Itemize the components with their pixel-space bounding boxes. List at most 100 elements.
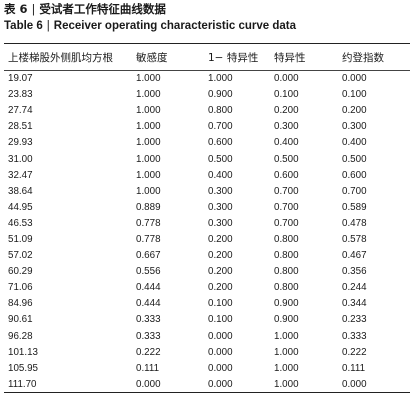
cell-specificity: 0.500 [274, 153, 299, 165]
caption-zh-title: 受试者工作特征曲线数据 [39, 2, 166, 16]
cell-rms: 105.95 [8, 362, 38, 374]
cell-rms: 84.96 [8, 298, 33, 310]
cell-one-minus-specificity: 0.000 [204, 376, 270, 393]
cell-youden-index: 0.100 [342, 89, 367, 101]
cell-youden-index: 0.400 [342, 137, 367, 149]
cell-one-minus-specificity: 0.000 [208, 362, 233, 374]
table-row: 29.93 1.000 0.600 0.400 0.400 [4, 135, 410, 151]
table-row: 46.53 0.778 0.300 0.700 0.478 [4, 215, 410, 231]
cell-youden-index: 0.222 [342, 346, 367, 358]
cell-sensitivity: 1.000 [136, 153, 161, 165]
cell-one-minus-specificity: 0.200 [208, 266, 233, 278]
table-row: 105.95 0.111 0.000 1.000 0.111 [4, 360, 410, 376]
table-row: 27.74 1.000 0.800 0.200 0.200 [4, 103, 410, 119]
table-row: 38.64 1.000 0.300 0.700 0.700 [4, 183, 410, 199]
cell-sensitivity: 0.667 [136, 250, 161, 262]
header-rms: 上楼梯股外侧肌均方根 [4, 43, 132, 71]
cell-youden-index: 0.300 [342, 121, 367, 133]
cell-youden-index: 0.467 [342, 250, 367, 262]
cell-specificity: 0.700 [274, 217, 299, 229]
cell-one-minus-specificity: 1.000 [208, 73, 233, 85]
cell-specificity: 0.800 [274, 282, 299, 294]
cell-youden-index: 0.589 [342, 201, 367, 213]
cell-one-minus-specificity: 0.600 [208, 137, 233, 149]
table-row: 84.96 0.444 0.100 0.900 0.344 [4, 296, 410, 312]
cell-specificity: 0.900 [274, 314, 299, 326]
cell-rms: 71.06 [8, 282, 33, 294]
table-header-row: 上楼梯股外侧肌均方根 敏感度 1− 特异性 特异性 约登指数 [4, 43, 410, 71]
cell-specificity: 1.000 [274, 330, 299, 342]
cell-specificity: 0.900 [274, 298, 299, 310]
cell-specificity: 0.600 [274, 169, 299, 181]
cell-rms: 23.83 [8, 89, 33, 101]
header-specificity: 特异性 [270, 43, 338, 71]
header-one-minus-specificity: 1− 特异性 [204, 43, 270, 71]
cell-sensitivity: 1.000 [136, 169, 161, 181]
cell-specificity: 1.000 [274, 346, 299, 358]
cell-sensitivity: 0.444 [136, 298, 161, 310]
cell-rms: 19.07 [8, 73, 33, 85]
cell-one-minus-specificity: 0.000 [208, 330, 233, 342]
table-row: 51.09 0.778 0.200 0.800 0.578 [4, 231, 410, 247]
cell-one-minus-specificity: 0.100 [208, 314, 233, 326]
cell-one-minus-specificity: 0.200 [208, 282, 233, 294]
cell-specificity: 0.100 [274, 89, 299, 101]
cell-rms: 44.95 [8, 201, 33, 213]
cell-specificity: 0.200 [274, 105, 299, 117]
cell-specificity: 0.800 [274, 250, 299, 262]
cell-rms: 60.29 [8, 266, 33, 278]
cell-specificity: 0.800 [274, 266, 299, 278]
cell-rms: 90.61 [8, 314, 33, 326]
table-body: 19.07 1.000 1.000 0.000 0.000 23.83 1.000 0.900… [4, 71, 410, 393]
cell-youden-index: 0.344 [342, 298, 367, 310]
cell-rms: 96.28 [8, 330, 33, 342]
cell-one-minus-specificity: 0.300 [208, 185, 233, 197]
caption-english: Table 6 | Receiver operating characteristi… [4, 19, 410, 34]
cell-rms: 57.02 [8, 250, 33, 262]
header-sensitivity: 敏感度 [132, 43, 204, 71]
cell-specificity: 0.700 [274, 185, 299, 197]
cell-sensitivity: 0.889 [136, 201, 161, 213]
cell-rms: 27.74 [8, 105, 33, 117]
cell-youden-index: 0.111 [342, 362, 366, 374]
cell-specificity: 0.000 [274, 73, 299, 85]
cell-one-minus-specificity: 0.400 [208, 169, 233, 181]
cell-sensitivity: 0.222 [136, 346, 161, 358]
cell-one-minus-specificity: 0.500 [208, 153, 233, 165]
cell-youden-index: 0.700 [342, 185, 367, 197]
cell-sensitivity: 0.333 [136, 330, 161, 342]
cell-one-minus-specificity: 0.100 [208, 298, 233, 310]
caption-separator: | [46, 20, 50, 32]
table-row: 28.51 1.000 0.700 0.300 0.300 [4, 119, 410, 135]
cell-sensitivity: 1.000 [136, 89, 161, 101]
cell-rms: 38.64 [8, 185, 33, 197]
cell-one-minus-specificity: 0.200 [208, 233, 233, 245]
cell-one-minus-specificity: 0.900 [208, 89, 233, 101]
cell-sensitivity: 0.778 [136, 233, 161, 245]
caption-separator: | [31, 2, 36, 16]
cell-specificity: 0.700 [274, 201, 299, 213]
table-row: 71.06 0.444 0.200 0.800 0.244 [4, 280, 410, 296]
cell-youden-index: 0.578 [342, 233, 367, 245]
cell-rms: 46.53 [8, 217, 33, 229]
table-row: 44.95 0.889 0.300 0.700 0.589 [4, 199, 410, 215]
cell-one-minus-specificity: 0.300 [208, 201, 233, 213]
table-row: 31.00 1.000 0.500 0.500 0.500 [4, 151, 410, 167]
table-row: 96.28 0.333 0.000 1.000 0.333 [4, 328, 410, 344]
roc-data-table: 上楼梯股外侧肌均方根 敏感度 1− 特异性 特异性 约登指数 19.07 1.00… [4, 43, 410, 393]
cell-one-minus-specificity: 0.300 [208, 217, 233, 229]
cell-one-minus-specificity: 0.200 [208, 250, 233, 262]
cell-specificity: 0.300 [274, 121, 299, 133]
cell-youden-index: 0.356 [342, 266, 367, 278]
cell-one-minus-specificity: 0.000 [208, 346, 233, 358]
cell-one-minus-specificity: 0.700 [208, 121, 233, 133]
cell-specificity: 1.000 [270, 376, 338, 393]
table-caption: 表 6 | 受试者工作特征曲线数据 Table 6 | Receiver operati… [4, 2, 410, 34]
cell-rms: 29.93 [8, 137, 33, 149]
cell-rms: 101.13 [8, 346, 38, 358]
cell-specificity: 0.800 [274, 233, 299, 245]
table-row: 32.47 1.000 0.400 0.600 0.600 [4, 167, 410, 183]
cell-sensitivity: 1.000 [136, 121, 161, 133]
cell-specificity: 0.400 [274, 137, 299, 149]
header-youden-index: 约登指数 [338, 43, 410, 71]
